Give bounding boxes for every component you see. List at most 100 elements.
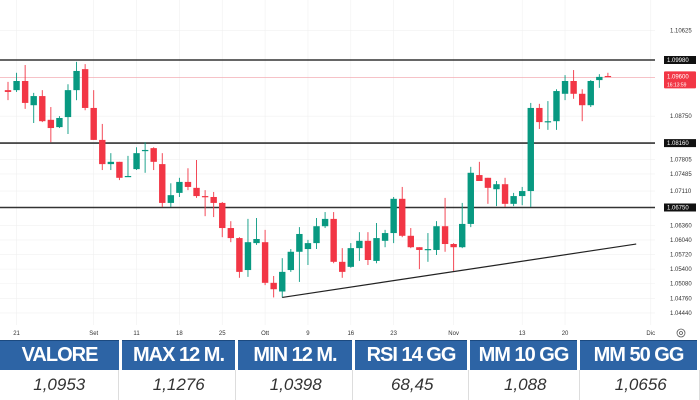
bearish-candle: [150, 148, 157, 162]
bearish-candle: [4, 90, 12, 92]
bearish-candle: [578, 93, 586, 106]
bullish-candle: [279, 271, 286, 292]
bullish-candle: [390, 198, 397, 234]
time-tick-label: 20: [562, 331, 569, 337]
bearish-candle: [536, 107, 543, 123]
price-tick-label: 1.07805: [670, 157, 692, 163]
bullish-candle: [424, 249, 432, 251]
value-max-12m: 1,1276: [122, 370, 236, 400]
candlestick-chart[interactable]: 1.10625 1.08750 1.07805 1.07485 1.07110 1.063…: [0, 0, 700, 340]
bullish-candle: [381, 233, 389, 241]
bearish-candle: [476, 175, 483, 182]
bullish-candle: [493, 184, 500, 190]
bullish-candle: [287, 251, 295, 271]
bearish-candle: [236, 238, 243, 272]
bullish-candle: [510, 196, 517, 204]
bullish-candle: [467, 172, 474, 224]
last-price-label: 1.09600: [667, 74, 689, 80]
bearish-candle: [484, 177, 492, 188]
candles: [4, 61, 612, 298]
bearish-candle: [270, 282, 277, 290]
bullish-candle: [356, 240, 363, 249]
value-mm-10: 1,088: [472, 370, 580, 400]
bullish-candle: [253, 238, 260, 244]
bearish-candle: [407, 235, 414, 248]
level-price-label: 1.06750: [667, 205, 689, 211]
bullish-candle: [459, 223, 466, 248]
bar-countdown-label: 16:13:59: [667, 82, 687, 88]
time-tick-label: Ott: [261, 331, 269, 337]
level-price-tag: [664, 203, 696, 212]
bullish-candle: [141, 149, 149, 152]
bearish-candle: [261, 242, 269, 283]
price-tick-label: 1.04760: [670, 296, 692, 302]
price-tick-label: 1.05080: [670, 282, 692, 288]
price-tick-label: 1.06040: [670, 238, 692, 244]
bullish-candle: [30, 96, 37, 106]
bullish-candle: [56, 117, 63, 128]
bearish-candle: [604, 75, 612, 78]
header-rsi-14: RSI 14 GG: [355, 340, 467, 370]
bearish-candle: [21, 81, 29, 103]
time-tick-label: 25: [219, 331, 226, 337]
bullish-candle: [587, 81, 594, 106]
bearish-candle: [570, 81, 577, 94]
header-min-12m: MIN 12 M.: [238, 340, 352, 370]
trendline-segment: [282, 243, 637, 299]
stats-value-row: 1,0953 1,1276 1,0398 68,45 1,088 1,0656: [0, 370, 700, 400]
bullish-candle: [124, 175, 132, 178]
last-price-tag: [664, 71, 696, 89]
bearish-candle: [416, 247, 423, 250]
bearish-candle: [339, 261, 346, 272]
bearish-candle: [159, 164, 166, 203]
bullish-candle: [64, 90, 72, 118]
bullish-candle: [561, 81, 569, 94]
bearish-candle: [441, 226, 449, 245]
value-valore: 1,0953: [0, 370, 120, 400]
bullish-candle: [296, 233, 303, 252]
bullish-candle: [313, 226, 320, 244]
bullish-candle: [433, 226, 440, 250]
price-axis[interactable]: 1.10625 1.08750 1.07805 1.07485 1.07110 1.063…: [664, 29, 696, 317]
bearish-candle: [210, 196, 217, 203]
bullish-candle: [596, 76, 603, 81]
level-price-label: 1.09980: [667, 58, 689, 64]
price-tick-label: 1.05720: [670, 253, 692, 259]
bearish-candle: [193, 187, 200, 197]
horizontal-levels: [0, 59, 655, 209]
price-tick-label: 1.05400: [670, 267, 692, 273]
bullish-candle: [321, 218, 329, 227]
level-price-label: 1.08160: [667, 141, 689, 147]
time-tick-label: 23: [390, 331, 397, 337]
stats-table: VALORE MAX 12 M. MIN 12 M. RSI 14 GG MM …: [0, 340, 700, 400]
bullish-candle: [347, 248, 354, 267]
bearish-candle: [99, 139, 106, 165]
bullish-candle: [73, 70, 80, 91]
bullish-candle: [519, 191, 526, 197]
time-axis[interactable]: 21 Set 11 18 25 Ott 9 16 23 Nov 13 20 Dic: [13, 331, 655, 337]
bearish-candle: [39, 96, 46, 122]
bearish-candle: [364, 240, 372, 260]
bullish-candle: [244, 242, 252, 271]
time-tick-label: Dic: [646, 331, 655, 337]
header-max-12m: MAX 12 M.: [122, 340, 235, 370]
bearish-candle: [227, 228, 235, 239]
bearish-candle: [81, 69, 89, 108]
level-price-tag: [664, 56, 696, 64]
value-min-12m: 1,0398: [239, 370, 354, 400]
bullish-candle: [373, 238, 380, 261]
time-tick-label: 13: [519, 331, 526, 337]
level-price-tag: [664, 139, 696, 148]
settings-gear-icon[interactable]: [676, 328, 686, 338]
header-mm-50: MM 50 GG: [580, 340, 697, 370]
bullish-candle: [527, 107, 534, 192]
price-tick-label: 1.07110: [670, 189, 692, 195]
price-tick-label: 1.10625: [670, 29, 692, 35]
bullish-candle: [304, 243, 312, 250]
bullish-candle: [13, 81, 20, 91]
time-tick-label: 18: [176, 331, 183, 337]
time-tick-label: Nov: [448, 331, 459, 337]
trendline: [282, 243, 637, 299]
bearish-candle: [330, 218, 337, 262]
bearish-candle: [90, 107, 97, 140]
